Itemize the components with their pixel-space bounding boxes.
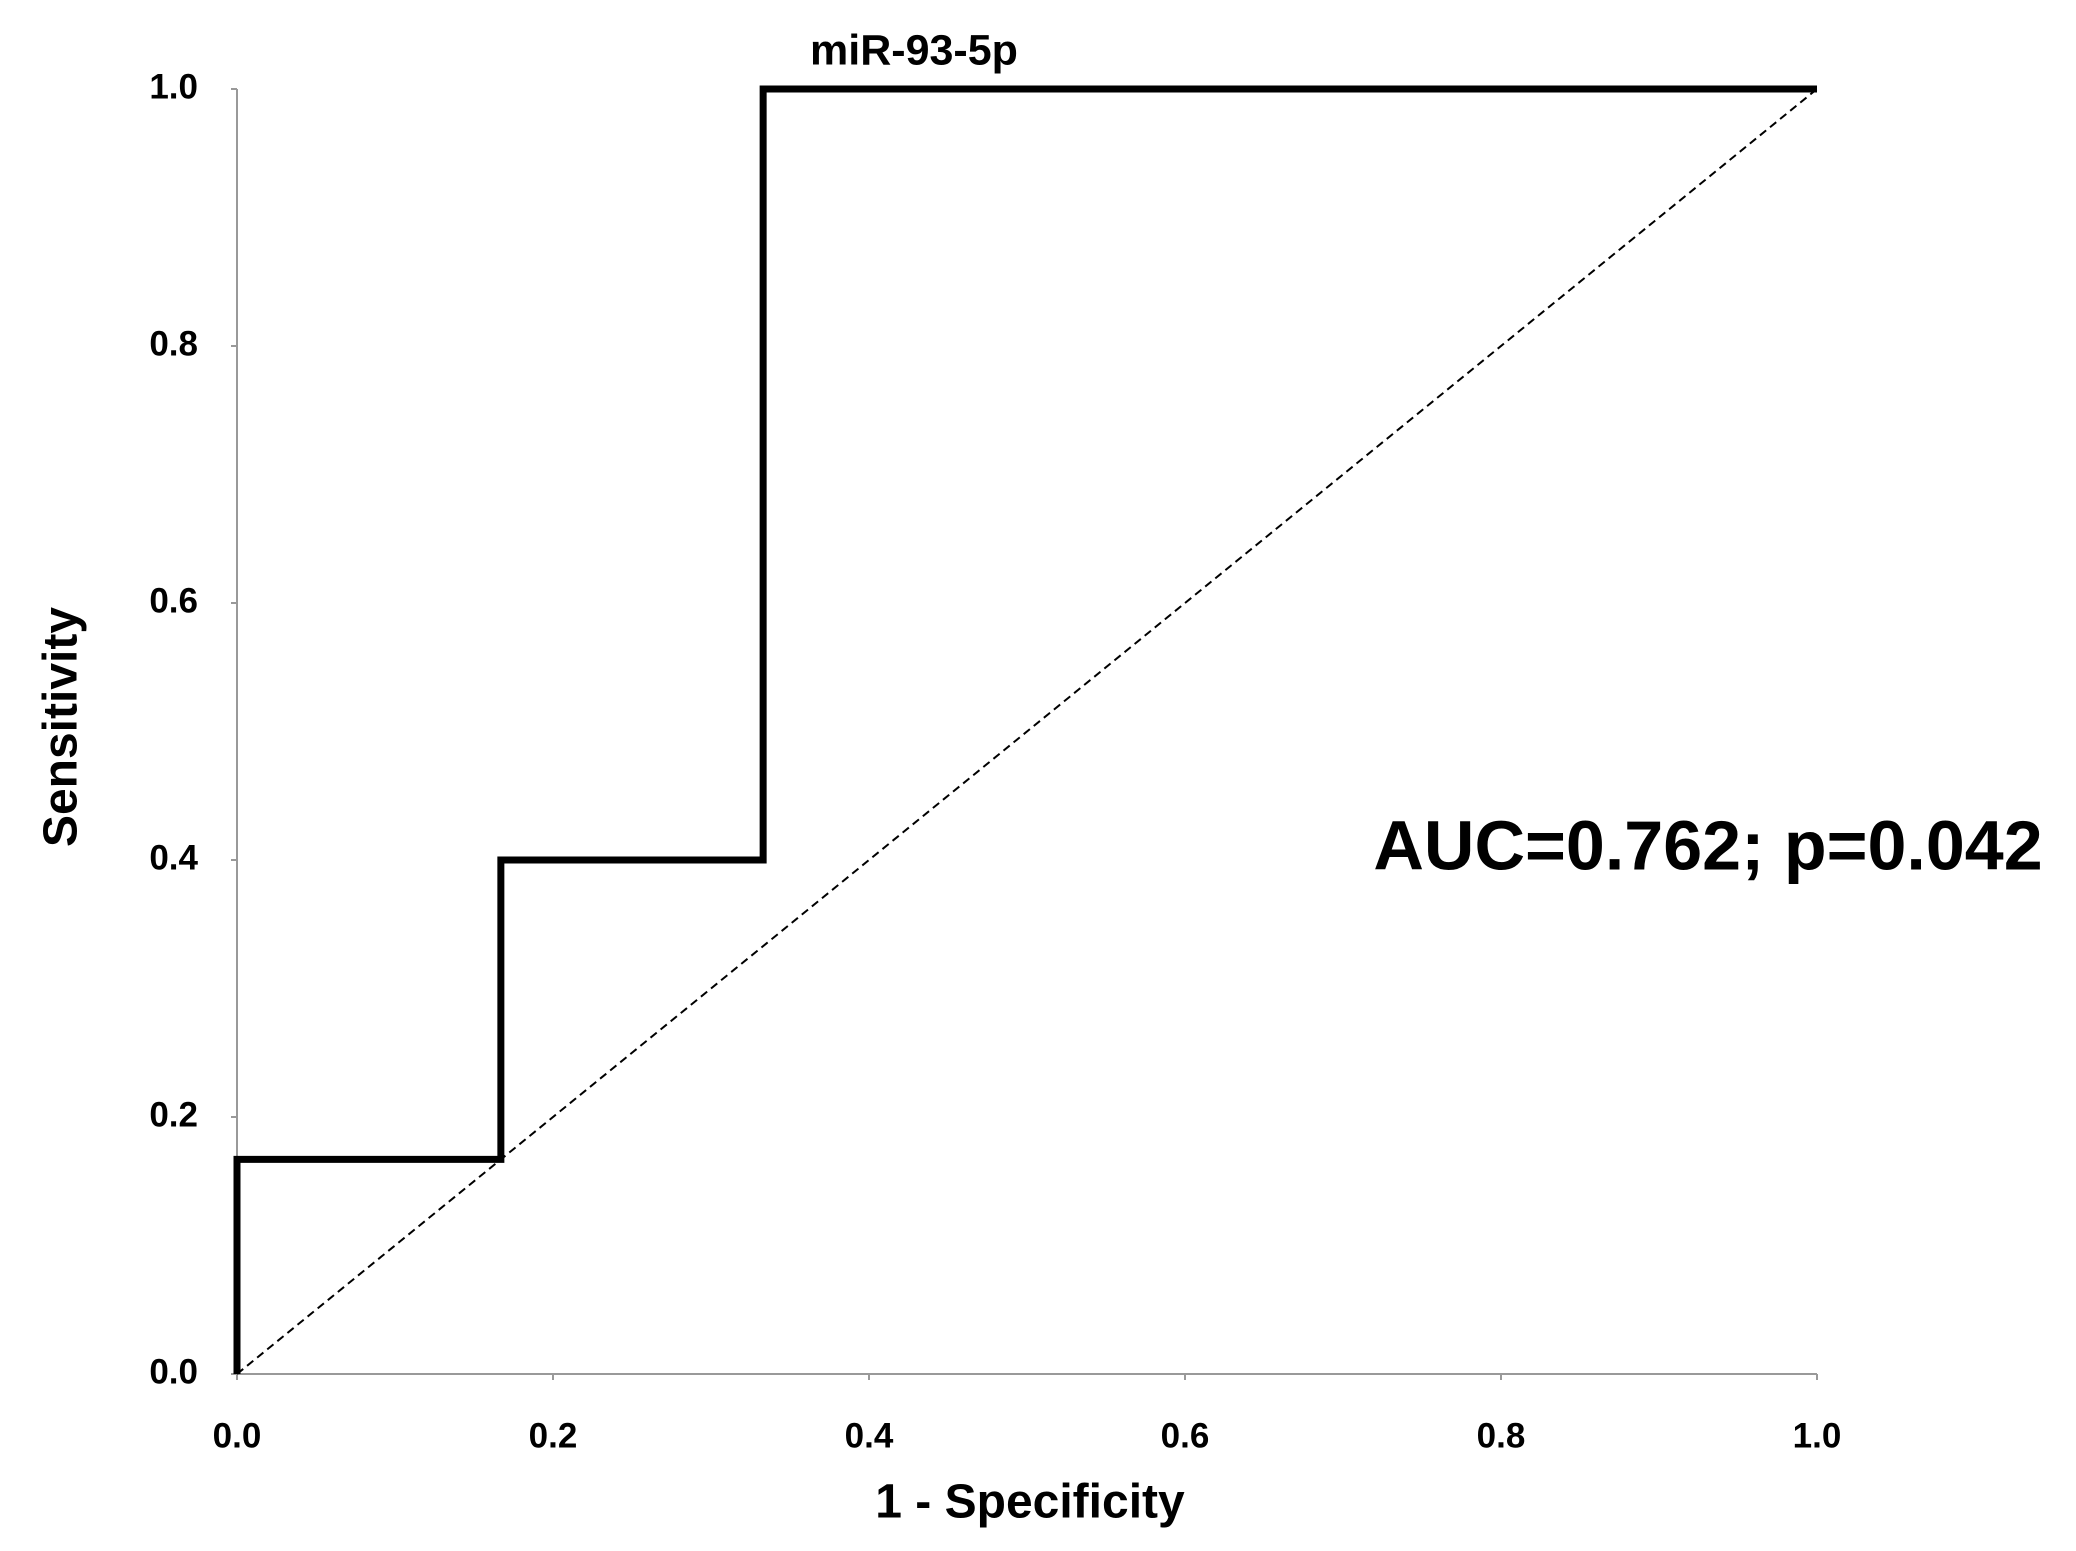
y-tick-label: 0.4 [149,838,198,877]
y-tick-label: 0.0 [149,1352,198,1391]
y-tick-label: 0.6 [149,581,198,620]
x-axis-title: 1 - Specificity [875,1476,1185,1529]
y-tick-label: 1.0 [149,67,198,106]
x-tick-label: 0.2 [529,1416,578,1455]
x-tick-label: 0.0 [213,1416,262,1455]
annotation: AUC=0.762; p=0.042 [1373,806,2042,884]
y-tick-label: 0.2 [149,1095,198,1134]
reference-line [236,88,1818,1375]
x-tick-label: 0.8 [1477,1416,1526,1455]
roc-curve [233,85,1817,1374]
y-axis-title: Sensitivity [35,607,88,847]
x-tick-label: 1.0 [1793,1416,1842,1455]
y-tick-label: 0.8 [149,324,198,363]
x-tick-label: 0.6 [1161,1416,1210,1455]
chart-title: miR-93-5p [810,26,1018,74]
x-tick-label: 0.4 [845,1416,894,1455]
